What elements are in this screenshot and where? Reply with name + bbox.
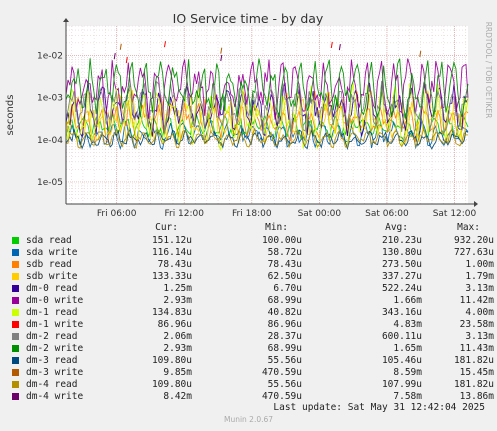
series-line	[65, 80, 469, 135]
chart-title: IO Service time - by day	[173, 11, 324, 26]
series-line	[419, 50, 422, 57]
y-axis-label: seconds	[5, 95, 16, 136]
series-line	[220, 54, 223, 62]
x-axis-arrow	[474, 201, 478, 207]
y-tick-label: 1e-03	[37, 94, 63, 104]
x-tick-label: Fri 12:00	[164, 209, 204, 219]
x-tick-label: Fri 18:00	[232, 209, 272, 219]
x-tick-label: Fri 06:00	[97, 209, 137, 219]
series-line	[338, 44, 341, 51]
y-tick-label: 1e-02	[37, 51, 63, 61]
series-line	[65, 58, 469, 119]
series-line	[330, 41, 333, 49]
rrdtool-side-label: RRDTOOL / TOBI OETIKER	[484, 22, 493, 119]
series-line	[163, 41, 166, 48]
x-tick-label: Sat 06:00	[365, 209, 409, 219]
series-line	[220, 47, 223, 54]
series-line	[65, 58, 469, 121]
x-tick-label: Sat 00:00	[298, 209, 342, 219]
series-line	[125, 56, 128, 64]
x-tick-label: Sat 12:00	[433, 209, 477, 219]
series-line	[65, 80, 469, 139]
series-line	[113, 52, 116, 60]
series-line	[65, 127, 469, 150]
series-line	[119, 43, 122, 50]
y-tick-label: 1e-04	[37, 136, 63, 146]
y-tick-label: 1e-05	[37, 178, 63, 188]
y-axis-arrow	[63, 18, 69, 22]
